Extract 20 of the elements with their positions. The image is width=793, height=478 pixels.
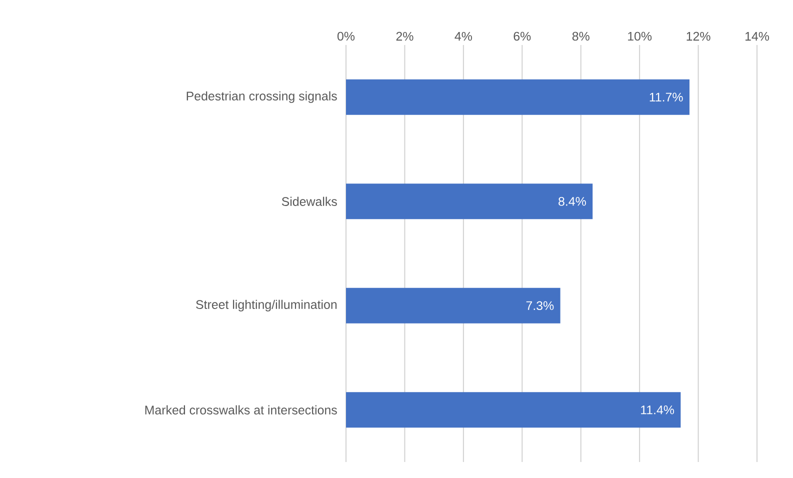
data-label: 11.4% bbox=[641, 406, 674, 414]
bar bbox=[346, 288, 560, 324]
bar bbox=[346, 79, 690, 115]
x-tick-label: 8% bbox=[572, 32, 590, 41]
y-tick-label: Street lighting/illumination bbox=[196, 300, 337, 312]
x-tick-label: 2% bbox=[396, 32, 414, 41]
y-tick-label: Marked crosswalks at intersections bbox=[145, 405, 337, 414]
x-tick-label: 4% bbox=[454, 32, 472, 41]
x-tick-label: 6% bbox=[514, 32, 531, 41]
data-label: 11.7% bbox=[650, 92, 683, 102]
bar bbox=[346, 392, 681, 428]
x-tick-label: 0% bbox=[337, 32, 355, 41]
x-tick-label: 10% bbox=[628, 32, 652, 41]
data-label: 7.3% bbox=[526, 301, 554, 310]
x-tick-label: 12% bbox=[686, 32, 710, 41]
bar bbox=[346, 184, 593, 220]
data-label: 8.4% bbox=[558, 196, 586, 206]
y-tick-label: Sidewalks bbox=[282, 196, 337, 206]
x-tick-label: 14% bbox=[745, 32, 770, 41]
y-tick-label: Pedestrian crossing signals bbox=[186, 91, 337, 103]
